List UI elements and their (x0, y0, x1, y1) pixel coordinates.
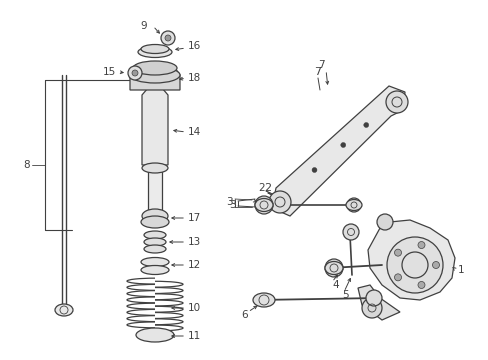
Text: 16: 16 (187, 41, 201, 51)
Circle shape (365, 290, 381, 306)
Circle shape (164, 35, 171, 41)
Polygon shape (142, 88, 168, 165)
Ellipse shape (142, 209, 168, 223)
Ellipse shape (254, 198, 272, 212)
Ellipse shape (143, 231, 165, 239)
Ellipse shape (143, 245, 165, 253)
Text: 12: 12 (187, 260, 201, 270)
Text: 15: 15 (102, 67, 116, 77)
Text: 9: 9 (140, 21, 147, 31)
Text: 14: 14 (187, 127, 201, 137)
Circle shape (340, 143, 345, 148)
Ellipse shape (55, 304, 73, 316)
Circle shape (394, 249, 401, 256)
Polygon shape (367, 220, 454, 300)
Ellipse shape (252, 293, 274, 307)
Circle shape (376, 214, 392, 230)
Circle shape (386, 237, 442, 293)
Ellipse shape (130, 67, 180, 83)
Polygon shape (148, 160, 162, 210)
Circle shape (417, 282, 424, 288)
Polygon shape (130, 68, 180, 90)
Text: 6: 6 (241, 310, 247, 320)
Ellipse shape (141, 45, 169, 54)
Circle shape (128, 66, 142, 80)
Text: 11: 11 (187, 331, 201, 341)
Text: 4: 4 (331, 280, 338, 290)
Circle shape (346, 198, 360, 212)
Text: 13: 13 (187, 237, 201, 247)
Text: 2: 2 (264, 183, 271, 193)
Circle shape (132, 70, 138, 76)
Text: 18: 18 (187, 73, 201, 83)
Ellipse shape (143, 238, 165, 246)
Ellipse shape (141, 266, 169, 274)
Text: 3: 3 (226, 197, 232, 207)
Circle shape (268, 191, 290, 213)
Circle shape (417, 242, 424, 248)
Ellipse shape (346, 199, 361, 211)
Ellipse shape (136, 328, 174, 342)
Circle shape (394, 274, 401, 281)
Text: 17: 17 (187, 213, 201, 223)
Polygon shape (357, 285, 399, 320)
Text: 2: 2 (258, 183, 264, 193)
Circle shape (361, 298, 381, 318)
Circle shape (254, 196, 272, 214)
Text: 10: 10 (187, 303, 201, 313)
Ellipse shape (141, 216, 169, 228)
Text: 7: 7 (314, 67, 321, 77)
Ellipse shape (325, 261, 342, 274)
Text: 7: 7 (317, 60, 324, 70)
Circle shape (325, 259, 342, 277)
Ellipse shape (138, 46, 172, 58)
Ellipse shape (133, 61, 177, 75)
Ellipse shape (141, 257, 169, 266)
Circle shape (342, 224, 358, 240)
Polygon shape (271, 86, 404, 216)
Text: 1: 1 (457, 265, 464, 275)
Text: 5: 5 (341, 290, 348, 300)
Circle shape (161, 31, 175, 45)
Circle shape (311, 167, 316, 172)
Text: 8: 8 (23, 160, 30, 170)
Circle shape (431, 261, 439, 269)
Circle shape (363, 122, 368, 127)
Circle shape (385, 91, 407, 113)
Text: 3: 3 (228, 200, 236, 210)
Ellipse shape (142, 163, 168, 173)
